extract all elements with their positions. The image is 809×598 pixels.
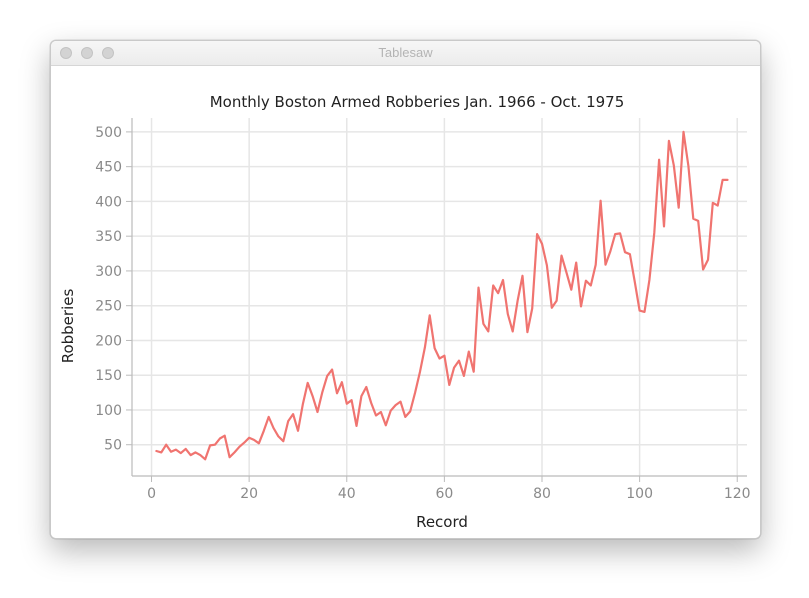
y-tick-label: 200 (95, 333, 122, 349)
y-tick-label: 450 (95, 160, 122, 176)
y-axis-label: Robberies (59, 289, 77, 364)
series-line (155, 130, 729, 461)
app-window: Tablesaw 50 100 150 200 250 300 350 400 450 500 0 2… (50, 40, 761, 539)
x-tick-label: 80 (533, 486, 551, 502)
y-tick-label: 350 (95, 229, 122, 245)
chart-panel: 50 100 150 200 250 300 350 400 450 500 0 20 40 60 80 10… (51, 66, 760, 538)
x-axis-label: Record (416, 513, 468, 531)
y-tick-label: 100 (95, 403, 122, 419)
x-tick-label: 20 (240, 486, 258, 502)
y-tick-label: 150 (95, 368, 122, 384)
y-tick-label: 300 (95, 264, 122, 280)
x-tick-label: 120 (724, 486, 751, 502)
x-tick-label: 0 (147, 486, 156, 502)
close-window-button[interactable] (60, 47, 72, 59)
x-tick-label: 60 (435, 486, 453, 502)
x-tick-label: 40 (338, 486, 356, 502)
series (155, 130, 729, 461)
grid-lines (132, 118, 747, 476)
tick-labels: 50 100 150 200 250 300 350 400 450 500 0 20 40 60 80 10… (95, 125, 750, 502)
y-tick-label: 50 (104, 438, 122, 454)
x-tick-label: 100 (626, 486, 653, 502)
minimize-window-button[interactable] (81, 47, 93, 59)
chart-title: Monthly Boston Armed Robberies Jan. 1966… (210, 93, 625, 111)
window-title: Tablesaw (378, 45, 433, 60)
y-tick-label: 400 (95, 194, 122, 210)
y-tick-label: 500 (95, 125, 122, 141)
title-bar[interactable]: Tablesaw (51, 41, 760, 66)
zoom-window-button[interactable] (102, 47, 114, 59)
line-chart: 50 100 150 200 250 300 350 400 450 500 0 20 40 60 80 10… (59, 93, 751, 531)
y-tick-label: 250 (95, 299, 122, 315)
axes (126, 118, 747, 482)
